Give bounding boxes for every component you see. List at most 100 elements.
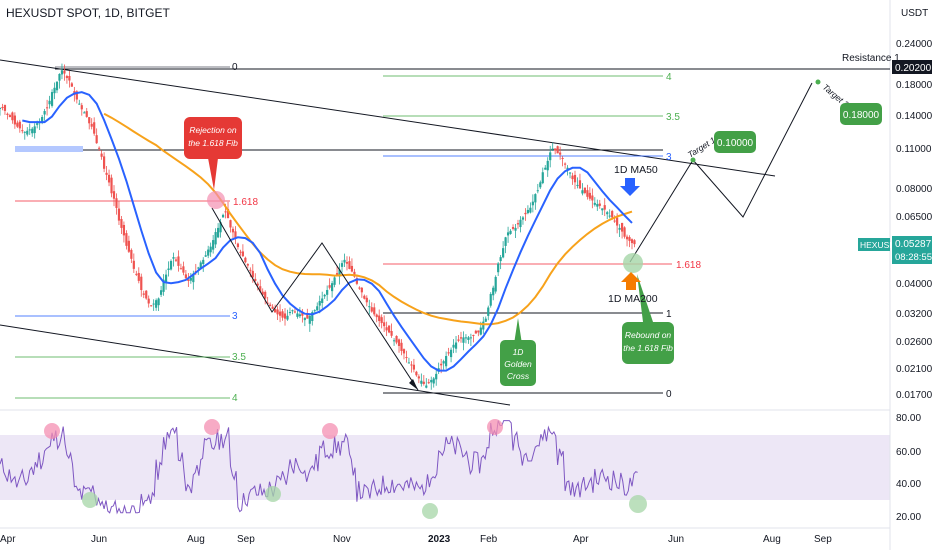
candle-body — [296, 313, 299, 317]
candle-body — [395, 335, 398, 343]
candle-body — [11, 112, 14, 121]
candle-body — [197, 267, 200, 269]
candle-body — [422, 381, 425, 384]
candle-body — [616, 217, 619, 226]
rebound-text-2: the 1.618 Fib — [623, 343, 673, 353]
candle-body — [283, 313, 287, 319]
candle-body — [363, 295, 366, 299]
candle-body — [177, 256, 180, 266]
x-tick: Aug — [763, 534, 781, 545]
fib-left-4: 4 — [232, 393, 238, 404]
candle-body — [566, 167, 569, 170]
candle-body — [625, 236, 629, 240]
candle-body — [3, 105, 7, 111]
channel-top-line — [0, 59, 776, 177]
candle-body — [420, 380, 423, 384]
candle-body — [316, 306, 319, 311]
candle-body — [162, 279, 165, 292]
candle-body — [8, 115, 12, 117]
candle-body — [571, 175, 574, 180]
candle-body — [229, 220, 232, 228]
candle-body — [397, 339, 401, 346]
y-axis: 0.24000 0.18000 0.14000 0.11000 0.08000 … — [896, 39, 932, 401]
candle-body — [383, 322, 386, 327]
candle-body — [331, 283, 334, 292]
candle-body — [58, 73, 61, 81]
candle-body — [388, 325, 391, 333]
rsi-tick: 80.00 — [896, 413, 921, 424]
golden-cross-callout: 1D Golden Cross — [500, 318, 536, 386]
candle-body — [266, 302, 269, 304]
candle-body — [264, 291, 267, 299]
candle-body — [187, 279, 190, 281]
candle-body — [601, 208, 604, 211]
candle-body — [293, 311, 297, 313]
y-tick: 0.01700 — [896, 390, 932, 401]
candle-body — [588, 192, 591, 199]
y-tick: 0.08000 — [896, 184, 932, 195]
candle-body — [164, 274, 168, 283]
candle-body — [105, 172, 108, 175]
candle-body — [313, 310, 316, 312]
candle-body — [244, 257, 247, 263]
candles — [0, 63, 636, 390]
candle-body — [417, 376, 420, 379]
candle-body — [127, 240, 130, 252]
target-1-value: 0.10000 — [717, 138, 754, 149]
candle-body — [155, 300, 158, 308]
symbol-label: HEXUSDT — [860, 240, 901, 250]
rejection-callout: Rejection on the 1.618 Fib — [184, 117, 242, 209]
candle-body — [55, 81, 59, 91]
x-axis: Apr Jun Aug Sep Nov 2023 Feb Apr Jun Aug… — [0, 534, 832, 545]
candle-body — [132, 260, 135, 269]
candle-body — [150, 305, 153, 307]
candle-body — [251, 270, 254, 278]
fib-right-3: 3 — [666, 152, 672, 163]
fib-left: 0 1.618 3 3.5 4 — [15, 62, 258, 404]
candle-body — [432, 378, 435, 384]
last-price: 0.05287 — [895, 239, 932, 250]
candle-body — [358, 287, 361, 289]
candle-body — [482, 321, 485, 330]
candle-body — [147, 298, 150, 304]
candle-body — [474, 330, 477, 334]
candle-body — [226, 208, 230, 219]
fib-right-35: 3.5 — [666, 112, 680, 123]
y-tick: 0.14000 — [896, 111, 932, 122]
candle-body — [184, 274, 187, 279]
candle-body — [400, 342, 403, 351]
candle-body — [26, 130, 29, 135]
ma200-line — [103, 112, 633, 326]
rsi-line — [0, 420, 638, 515]
candle-body — [539, 182, 542, 188]
candle-body — [65, 76, 69, 79]
candle-body — [606, 212, 609, 215]
candle-body — [479, 327, 482, 335]
rejection-text-2: the 1.618 Fib — [188, 138, 238, 148]
candle-body — [390, 331, 393, 336]
candle-body — [23, 131, 26, 133]
candle-body — [457, 339, 460, 341]
candle-body — [259, 286, 262, 292]
candle-body — [407, 362, 411, 364]
candle-body — [145, 290, 148, 299]
candle-body — [618, 227, 621, 230]
candle-body — [80, 105, 83, 110]
candle-body — [301, 312, 304, 316]
candle-body — [583, 187, 587, 193]
candle-body — [578, 180, 582, 189]
candle-body — [21, 130, 24, 132]
rsi-axis: 80.00 60.00 40.00 20.00 — [896, 413, 921, 523]
ma50-line — [22, 91, 633, 372]
candle-body — [169, 260, 173, 270]
candle-body — [511, 226, 515, 229]
candle-body — [31, 128, 34, 134]
y-tick: 0.06500 — [896, 212, 932, 223]
candle-body — [95, 135, 98, 144]
candle-body — [469, 337, 473, 339]
candle-body — [60, 70, 64, 75]
candle-body — [516, 223, 520, 225]
candle-body — [100, 153, 103, 157]
candle-body — [241, 251, 244, 257]
